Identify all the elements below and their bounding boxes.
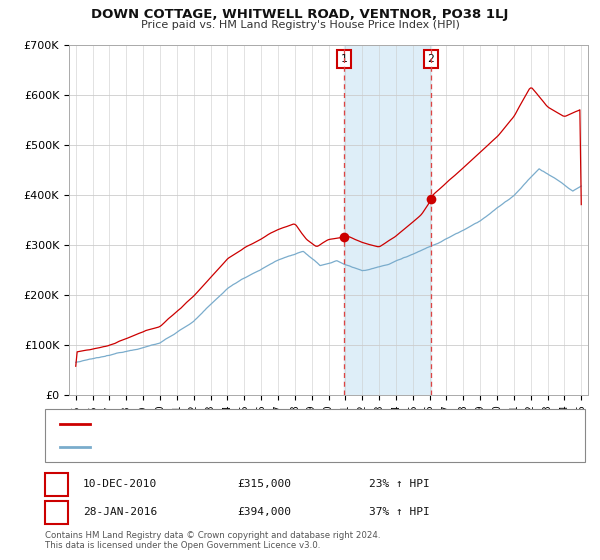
Text: DOWN COTTAGE, WHITWELL ROAD, VENTNOR, PO38 1LJ (detached house): DOWN COTTAGE, WHITWELL ROAD, VENTNOR, PO… [96, 419, 467, 429]
Text: Contains HM Land Registry data © Crown copyright and database right 2024.
This d: Contains HM Land Registry data © Crown c… [45, 530, 380, 550]
Text: 37% ↑ HPI: 37% ↑ HPI [369, 507, 430, 517]
Text: 2: 2 [53, 506, 60, 519]
Text: HPI: Average price, detached house, Isle of Wight: HPI: Average price, detached house, Isle… [96, 442, 343, 452]
Text: 28-JAN-2016: 28-JAN-2016 [83, 507, 157, 517]
Text: 23% ↑ HPI: 23% ↑ HPI [369, 479, 430, 489]
Text: £315,000: £315,000 [237, 479, 291, 489]
Text: 1: 1 [341, 54, 347, 64]
Bar [344, 45, 431, 395]
Text: 1: 1 [53, 478, 60, 491]
Text: 10-DEC-2010: 10-DEC-2010 [83, 479, 157, 489]
Text: £394,000: £394,000 [237, 507, 291, 517]
Text: Price paid vs. HM Land Registry's House Price Index (HPI): Price paid vs. HM Land Registry's House … [140, 20, 460, 30]
Text: 2: 2 [427, 54, 434, 64]
Text: DOWN COTTAGE, WHITWELL ROAD, VENTNOR, PO38 1LJ: DOWN COTTAGE, WHITWELL ROAD, VENTNOR, PO… [91, 8, 509, 21]
